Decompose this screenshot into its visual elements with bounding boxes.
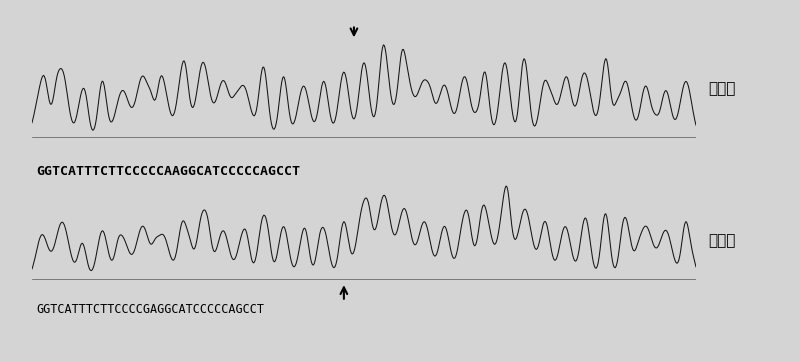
Text: GGTCATTTCTTCCCCGAGGCATCCCCCAGCCT: GGTCATTTCTTCCCCGAGGCATCCCCCAGCCT <box>36 303 264 316</box>
Text: GGTCATTTCTTCCCCCAAGGCATCCCCCAGCCT: GGTCATTTCTTCCCCCAAGGCATCCCCCAGCCT <box>36 165 300 178</box>
Text: 突变型: 突变型 <box>708 233 735 248</box>
Text: 野生型: 野生型 <box>708 81 735 96</box>
